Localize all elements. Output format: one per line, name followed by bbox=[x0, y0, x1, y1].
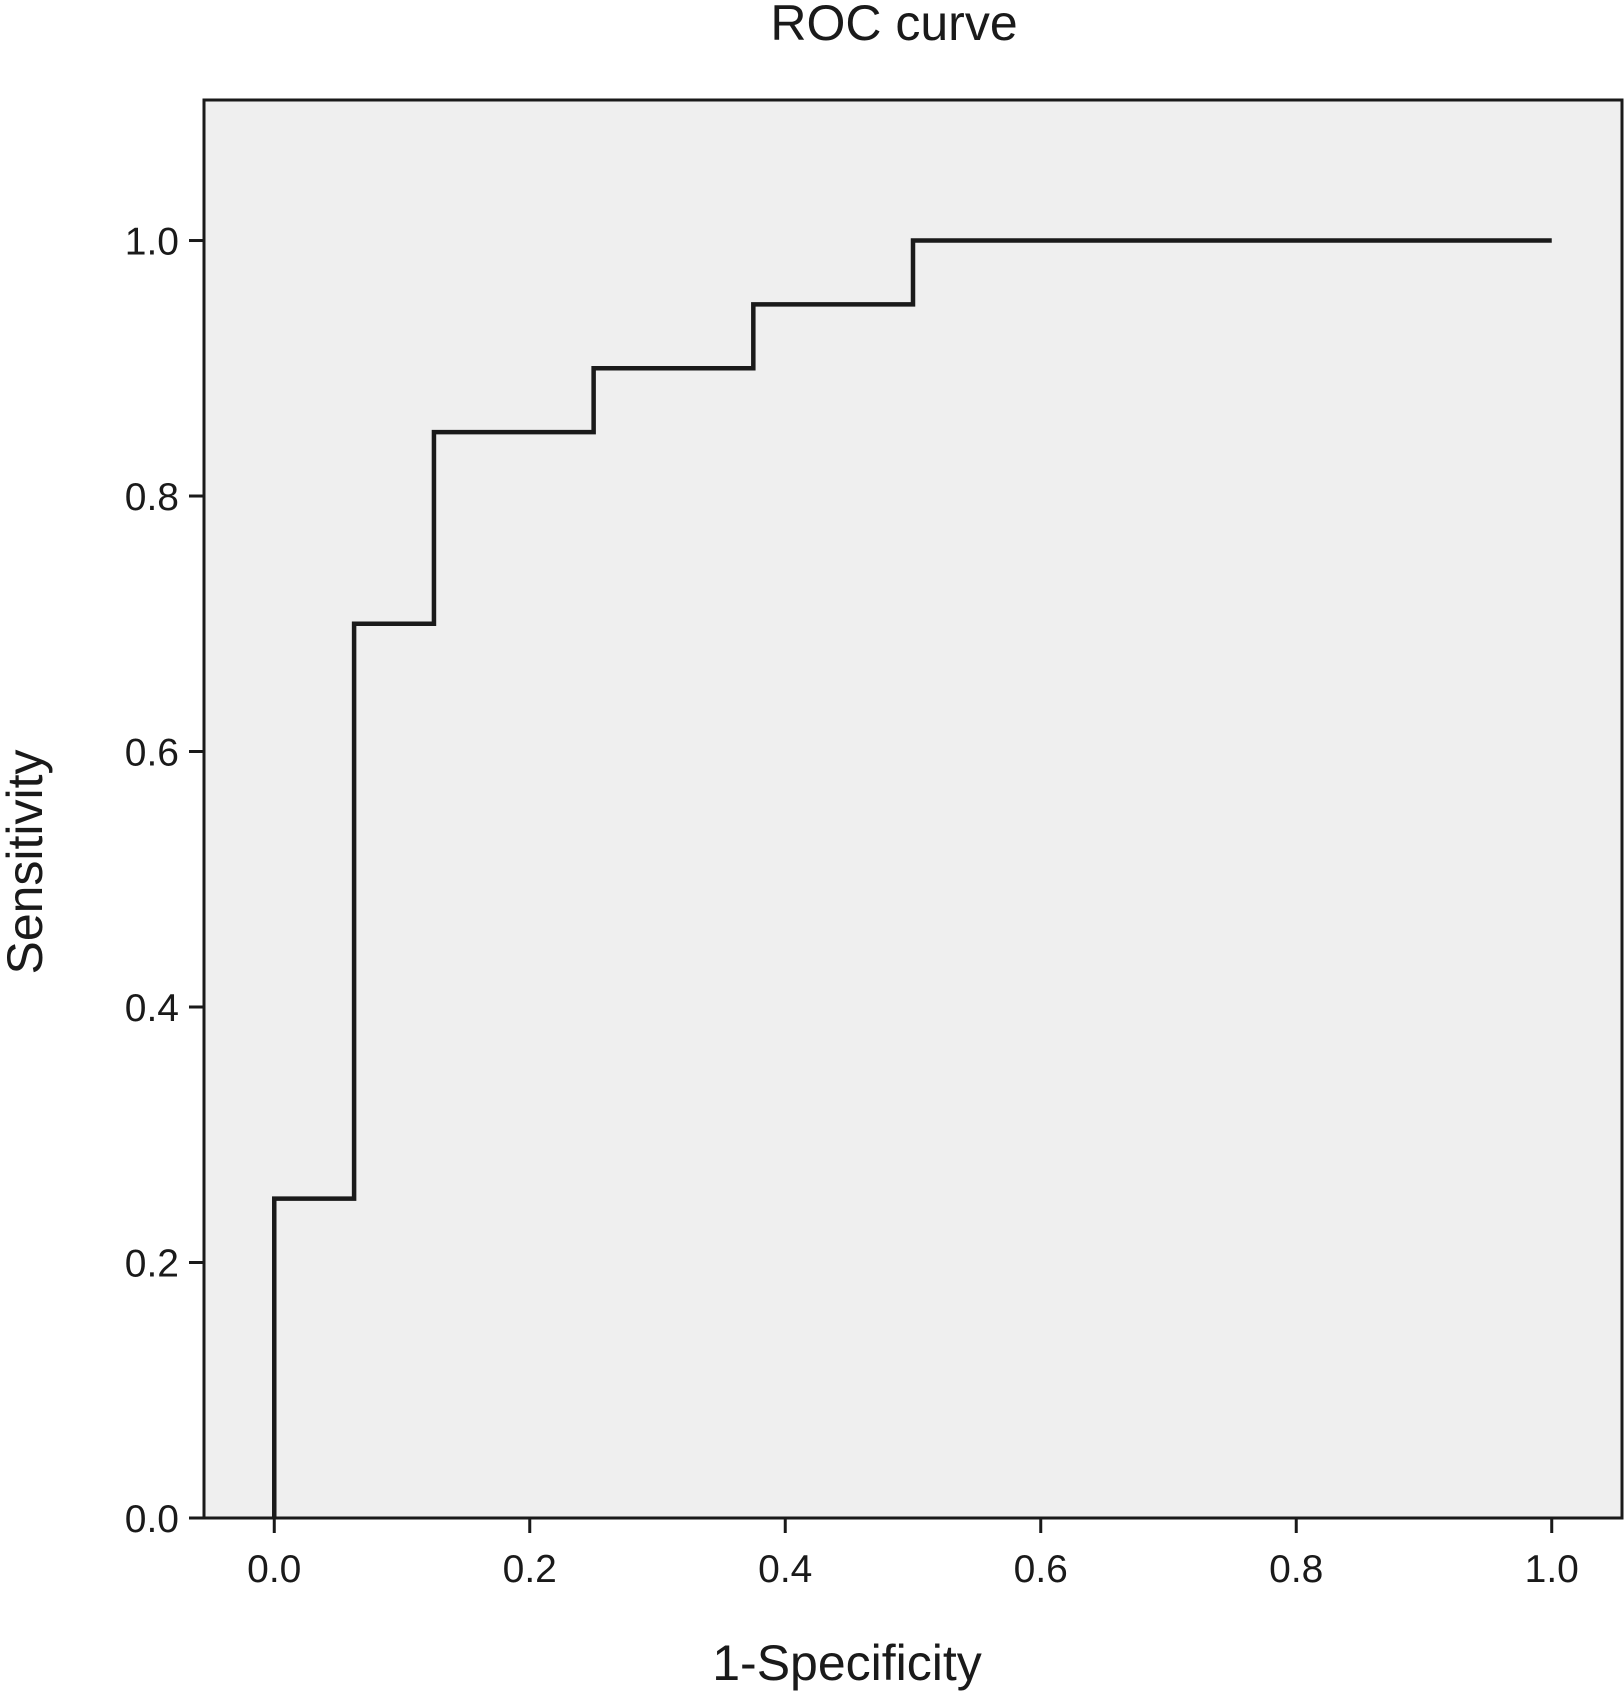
x-axis-title: 1-Specificity bbox=[712, 1635, 982, 1691]
y-tick-label: 0.0 bbox=[125, 1498, 179, 1541]
x-tick-label: 0.6 bbox=[1014, 1548, 1068, 1591]
y-tick-label: 1.0 bbox=[125, 221, 179, 264]
x-tick-label: 1.0 bbox=[1525, 1548, 1579, 1591]
x-axis-ticks: 0.0 0.2 0.4 0.6 0.8 1.0 bbox=[247, 1518, 1579, 1591]
y-tick-label: 0.6 bbox=[125, 732, 179, 775]
plot-area bbox=[202, 98, 1624, 1520]
x-tick-label: 0.0 bbox=[247, 1548, 301, 1591]
x-tick-label: 0.4 bbox=[758, 1548, 812, 1591]
y-tick-label: 0.2 bbox=[125, 1243, 179, 1286]
y-tick-label: 0.8 bbox=[125, 476, 179, 519]
roc-curve-line bbox=[272, 238, 1552, 1518]
chart-title: ROC curve bbox=[770, 0, 1017, 51]
y-axis-ticks: 0.0 0.2 0.4 0.6 0.8 1.0 bbox=[125, 221, 204, 1541]
y-tick-label: 0.4 bbox=[125, 987, 179, 1030]
y-axis-title: Sensitivity bbox=[0, 749, 53, 974]
x-tick-label: 0.8 bbox=[1269, 1548, 1323, 1591]
x-tick-label: 0.2 bbox=[503, 1548, 557, 1591]
